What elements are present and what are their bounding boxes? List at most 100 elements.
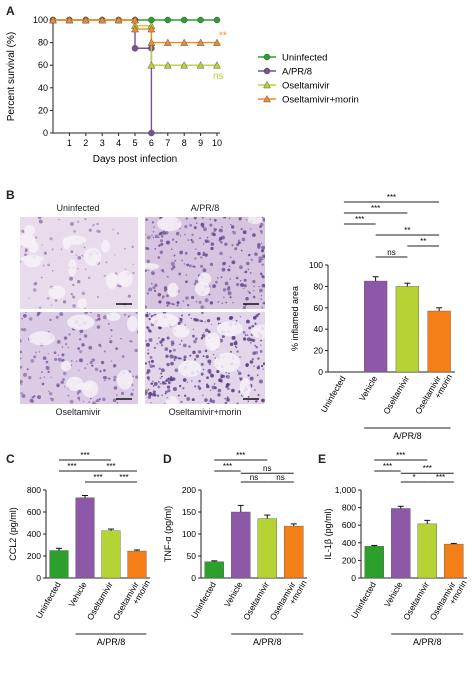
cell-nucleus [205,355,209,359]
cell-nucleus [208,363,211,366]
cell-nucleus [178,357,181,360]
cell-nucleus [182,378,187,382]
cell-nucleus [226,397,230,402]
cell-nucleus [151,271,155,275]
cell-nucleus [232,231,236,235]
alveolar-space [126,315,138,332]
cell-nucleus [99,345,102,348]
cell-nucleus [82,400,84,403]
cell-nucleus [243,278,247,282]
cell-nucleus [113,386,118,390]
cell-nucleus [200,256,203,259]
y-tick-label: 400 [342,538,356,548]
cell-nucleus [255,345,258,349]
cell-nucleus [221,267,226,272]
cell-nucleus [242,331,246,334]
cell-nucleus [92,401,96,404]
cell-nucleus [178,384,182,388]
cell-nucleus [96,222,99,226]
cell-nucleus [148,338,153,342]
cell-nucleus [95,319,98,322]
significance-label: *** [236,451,245,460]
cell-nucleus [210,242,215,246]
cell-nucleus [223,261,227,265]
cell-nucleus [204,298,209,303]
cell-nucleus [132,389,134,391]
series-line-1 [53,19,153,133]
panel-letter-b: B [6,188,15,202]
cell-nucleus [172,238,175,241]
cell-nucleus [43,376,46,379]
cell-nucleus [216,317,221,321]
cell-nucleus [236,402,239,404]
cell-nucleus [179,235,182,237]
cell-nucleus [150,402,152,404]
cell-nucleus [34,282,38,286]
data-point [131,25,139,33]
cell-nucleus [194,227,197,230]
cell-nucleus [132,263,134,265]
cell-nucleus [227,268,231,272]
cell-nucleus [23,313,27,318]
cell-nucleus [166,385,171,389]
cell-nucleus [70,292,74,296]
cell-nucleus [88,228,92,232]
cell-nucleus [169,351,171,354]
bar [49,550,69,579]
cell-nucleus [170,340,175,344]
cell-nucleus [41,371,43,374]
cell-nucleus [78,338,82,341]
cell-nucleus [222,288,227,292]
cell-nucleus [95,403,97,404]
cell-nucleus [60,248,63,250]
cell-nucleus [42,264,45,267]
cell-nucleus [207,402,210,404]
cell-nucleus [157,256,161,259]
bar [427,310,451,373]
significance-label: *** [80,451,89,460]
alveolar-space [106,272,119,289]
cell-nucleus [116,394,118,396]
cell-nucleus [254,252,258,256]
cell-nucleus [240,283,244,287]
alveolar-space [172,324,190,338]
cell-nucleus [209,389,212,392]
y-tick-label: 100 [309,260,323,270]
cell-nucleus [147,352,150,355]
cell-nucleus [251,357,255,361]
y-axis-label: % inflamed area [290,286,300,351]
significance-label: *** [383,462,392,471]
cell-nucleus [194,257,197,260]
cell-nucleus [136,331,138,334]
inflamed-area-chart: 0 20 40 60 80 100 % inflamed area Uninfected Veh… [290,193,455,441]
cell-nucleus [147,349,150,351]
cell-nucleus [261,245,265,250]
cell-nucleus [172,386,177,391]
significance-label: *** [387,193,396,202]
cell-nucleus [151,221,155,224]
cell-nucleus [77,396,81,400]
cell-nucleus [228,372,230,375]
cell-nucleus [217,301,220,303]
cell-nucleus [199,237,201,240]
cell-nucleus [193,339,197,344]
cell-nucleus [219,236,223,241]
cell-nucleus [50,376,52,379]
y-tick-label: 0 [191,573,196,583]
micrograph-label-uninfected: Uninfected [56,203,100,213]
cell-nucleus [190,380,193,382]
alveolar-space [178,360,202,378]
cell-nucleus [174,260,176,263]
cell-nucleus [204,398,208,402]
cell-nucleus [62,300,67,304]
cell-nucleus [146,235,151,240]
cell-nucleus [203,332,205,334]
cell-nucleus [54,299,58,302]
cell-nucleus [200,264,204,268]
cell-nucleus [187,239,190,241]
cell-nucleus [20,379,23,384]
cell-nucleus [260,339,262,342]
y-tick-label: 0 [351,573,356,583]
cell-nucleus [217,276,219,279]
cell-nucleus [153,346,156,349]
